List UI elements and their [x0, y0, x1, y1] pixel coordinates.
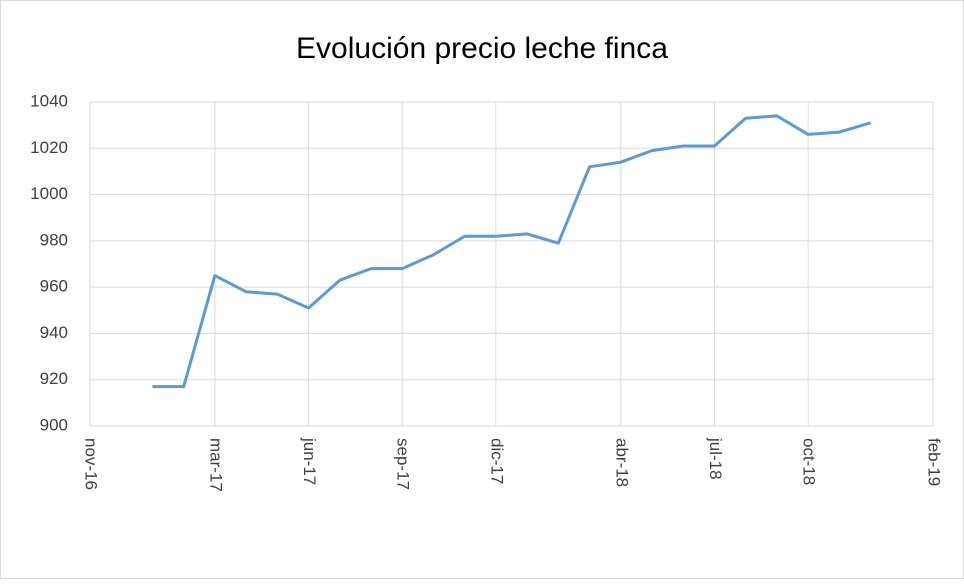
- x-tick-label: mar-17: [206, 438, 225, 492]
- x-tick-label: abr-18: [612, 438, 631, 487]
- y-tick-label: 960: [40, 277, 68, 296]
- y-tick-label: 1000: [30, 184, 68, 203]
- line-series: [152, 114, 871, 389]
- y-tick-label: 1040: [30, 91, 68, 110]
- x-tick-label: nov-16: [82, 438, 101, 490]
- x-tick-label: feb-19: [925, 438, 944, 486]
- x-tick-label: jul-18: [706, 437, 725, 480]
- x-tick-label: sep-17: [394, 438, 413, 490]
- x-tick-label: dic-17: [487, 438, 506, 484]
- y-tick-label: 920: [40, 369, 68, 388]
- y-tick-label: 1020: [30, 138, 68, 157]
- chart-title: Evolución precio leche finca: [296, 32, 668, 65]
- y-tick-label: 900: [40, 415, 68, 434]
- y-tick-label: 940: [40, 323, 68, 342]
- y-tick-label: 980: [40, 230, 68, 249]
- x-tick-label: oct-18: [800, 438, 819, 485]
- x-tick-label: jun-17: [300, 437, 319, 485]
